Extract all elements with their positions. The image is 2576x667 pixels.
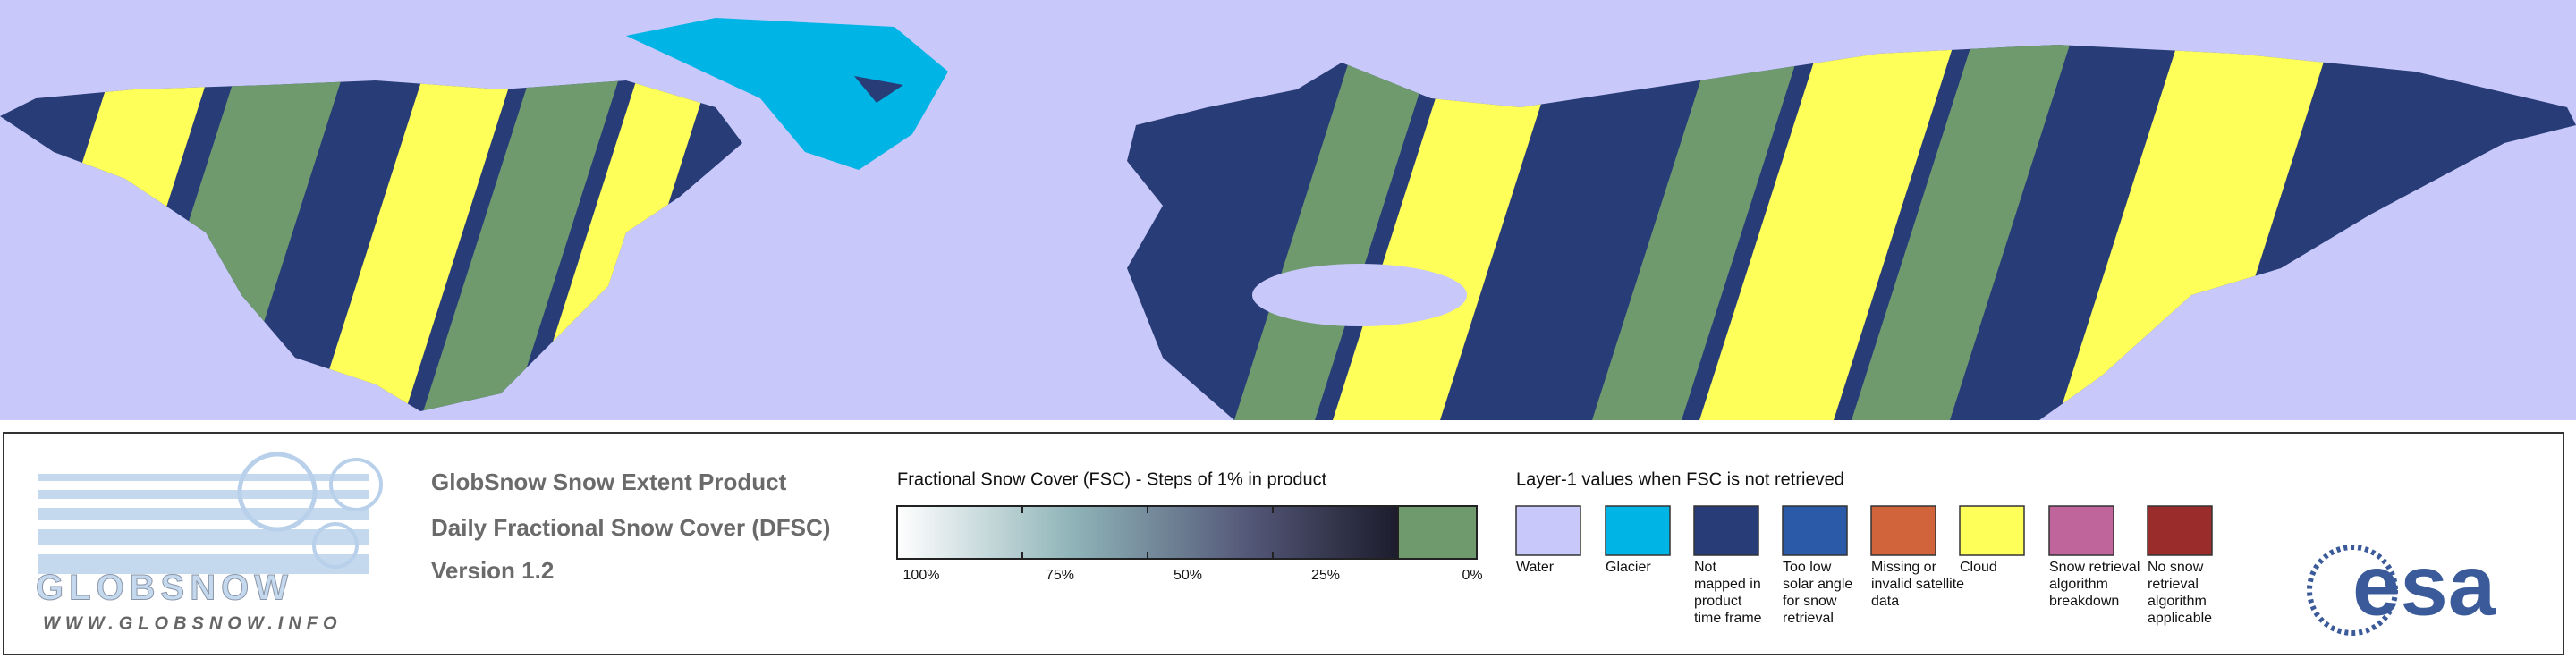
legend-label: mapped in bbox=[1694, 577, 1761, 592]
legend-label: data bbox=[1871, 594, 1899, 609]
layer1-title: Layer-1 values when FSC is not retrieved bbox=[1516, 469, 1844, 489]
legend-label: invalid satellite bbox=[1871, 577, 1964, 592]
legend-label: product bbox=[1694, 594, 1742, 609]
fsc-tick-label: 75% bbox=[1046, 568, 1074, 583]
legend-swatch bbox=[2048, 505, 2114, 556]
snowflake bbox=[329, 458, 383, 511]
map bbox=[0, 0, 2576, 420]
legend-swatch bbox=[1870, 505, 1936, 556]
legend-swatch bbox=[2147, 505, 2213, 556]
product-title: GlobSnow Snow Extent Product bbox=[431, 469, 787, 495]
legend-label: Glacier bbox=[1606, 560, 1651, 575]
legend-label: solar angle bbox=[1783, 577, 1852, 592]
legend-label: applicable bbox=[2148, 611, 2212, 626]
legend-label: time frame bbox=[1694, 611, 1762, 626]
fsc-gradient bbox=[896, 505, 1399, 560]
legend-label: No snow bbox=[2148, 560, 2204, 575]
legend-swatch bbox=[1605, 505, 1671, 556]
legend-label: breakdown bbox=[2049, 594, 2119, 609]
legend-label: Water bbox=[1516, 560, 1555, 575]
fsc-tick-label: 25% bbox=[1311, 568, 1340, 583]
esa-logo: esa bbox=[2352, 537, 2496, 633]
legend-label: Too low bbox=[1783, 560, 1832, 575]
fsc-tick-label: 50% bbox=[1174, 568, 1202, 583]
greenland-core bbox=[854, 76, 903, 103]
esa-emblem bbox=[2307, 545, 2398, 636]
legend-panel: GLOBSNOW WWW.GLOBSNOW.INFO GlobSnow Snow… bbox=[3, 432, 2564, 655]
greenland-glacier bbox=[626, 18, 948, 170]
snowflake bbox=[312, 522, 359, 569]
legend-label: retrieval bbox=[1783, 611, 1834, 626]
fsc-tick-label: 0% bbox=[1462, 568, 1482, 583]
legend-swatch bbox=[1959, 505, 2025, 556]
mediterranean bbox=[1252, 264, 1467, 326]
globsnow-logo-bars bbox=[38, 474, 369, 574]
legend-swatch bbox=[1515, 505, 1581, 556]
legend-swatch bbox=[1693, 505, 1759, 556]
fsc-zero-swatch bbox=[1397, 505, 1478, 560]
fsc-title: Fractional Snow Cover (FSC) - Steps of 1… bbox=[897, 469, 1327, 489]
legend-swatch bbox=[1782, 505, 1848, 556]
globsnow-url: WWW.GLOBSNOW.INFO bbox=[43, 613, 343, 633]
product-subtitle: Daily Fractional Snow Cover (DFSC) bbox=[431, 514, 830, 541]
legend-label: retrieval bbox=[2148, 577, 2199, 592]
snowflake bbox=[237, 452, 318, 532]
legend-label: Missing or bbox=[1871, 560, 1937, 575]
legend-label: algorithm bbox=[2049, 577, 2108, 592]
land bbox=[0, 45, 2576, 420]
legend-label: for snow bbox=[1783, 594, 1837, 609]
legend-label: algorithm bbox=[2148, 594, 2207, 609]
legend-label: Not bbox=[1694, 560, 1716, 575]
globsnow-logo-text: GLOBSNOW bbox=[36, 569, 293, 608]
legend-label: Snow retrieval bbox=[2049, 560, 2140, 575]
fsc-tick-label: 100% bbox=[903, 568, 940, 583]
product-version: Version 1.2 bbox=[431, 557, 554, 584]
legend-label: Cloud bbox=[1960, 560, 1997, 575]
